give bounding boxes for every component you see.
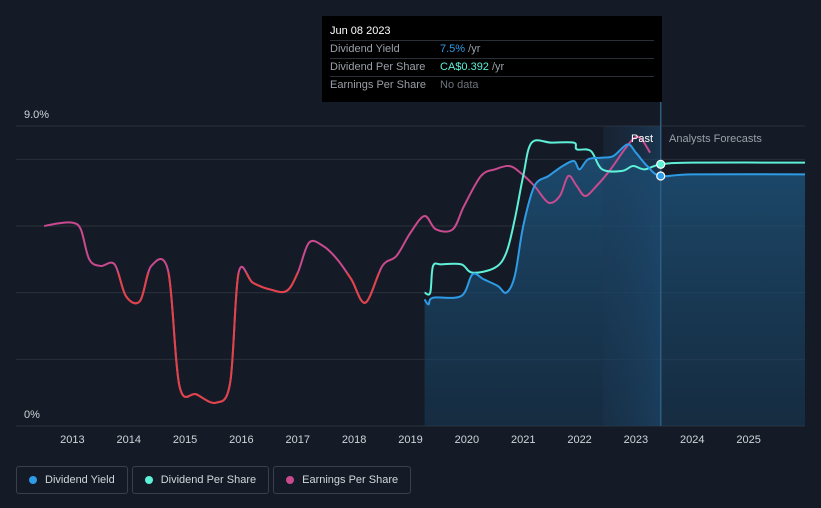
legend-item-dividend-yield[interactable]: Dividend Yield (16, 466, 128, 494)
dividend-per-share-line (424, 139, 806, 296)
dividend-yield-dot-icon (29, 476, 37, 484)
tooltip-row-yield: Dividend Yield 7.5% /yr (330, 41, 654, 59)
forecast-label: Analysts Forecasts (669, 133, 762, 145)
x-tick-label: 2022 (567, 434, 591, 446)
tooltip-row-dps: Dividend Per Share CA$0.392 /yr (330, 59, 654, 77)
x-tick-label: 2021 (511, 434, 535, 446)
dps-marker (656, 159, 666, 169)
tooltip-value: No data (440, 77, 479, 94)
legend-label: Dividend Per Share (160, 474, 257, 486)
x-axis-ticks: 2013 2014 2015 2016 2017 2018 2019 2020 2021 2022… (60, 434, 761, 446)
area-layer (424, 100, 805, 427)
legend-item-earnings-per-share[interactable]: Earnings Per Share (273, 466, 412, 494)
tooltip-value: CA$0.392 /yr (440, 59, 504, 76)
x-tick-label: 2016 (229, 434, 253, 446)
tooltip-label: Dividend Per Share (330, 61, 426, 73)
tooltip-value: 7.5% /yr (440, 41, 480, 58)
tooltip-yield-value: 7.5% (440, 43, 466, 55)
tooltip-label: Dividend Yield (330, 43, 400, 55)
x-tick-label: 2020 (455, 434, 479, 446)
dividend-per-share-dot-icon (144, 476, 153, 484)
tooltip-dps-value: CA$0.392 (440, 61, 489, 73)
past-label: Past (631, 133, 653, 145)
legend-label: Earnings Per Share (302, 474, 399, 486)
x-tick-label: 2018 (342, 434, 366, 446)
x-tick-label: 2015 (173, 434, 197, 446)
x-tick-label: 2023 (624, 434, 648, 446)
tooltip-eps-value: No data (440, 79, 479, 91)
legend-label: Dividend Yield (45, 474, 115, 486)
tooltip-label: Earnings Per Share (330, 79, 426, 91)
earnings-per-share-low-segment (117, 272, 381, 404)
y-axis-bottom-label: 0% (24, 409, 40, 421)
marker-layer (656, 159, 666, 181)
tooltip-suffix: /yr (488, 61, 505, 73)
past-shaded-region (603, 126, 661, 426)
x-tick-label: 2025 (736, 434, 760, 446)
series-layer (43, 135, 806, 404)
yield-marker (656, 171, 666, 181)
dividend-yield-line (423, 143, 806, 306)
x-tick-label: 2024 (680, 434, 704, 446)
tooltip: Jun 08 2023 Dividend Yield 7.5% /yr Divi… (322, 16, 662, 102)
x-tick-label: 2017 (286, 434, 310, 446)
legend-item-dividend-per-share[interactable]: Dividend Per Share (131, 466, 270, 494)
tooltip-suffix: /yr (465, 43, 481, 55)
x-tick-label: 2019 (398, 434, 422, 446)
legend: Dividend Yield Dividend Per Share Earnin… (16, 466, 412, 494)
earnings-per-share-dot-icon (286, 476, 295, 484)
x-tick-label: 2013 (60, 434, 84, 446)
y-axis-top-label: 9.0% (24, 109, 49, 121)
tooltip-date: Jun 08 2023 (330, 22, 654, 41)
x-tick-label: 2014 (116, 434, 140, 446)
tooltip-row-eps: Earnings Per Share No data (330, 77, 654, 94)
